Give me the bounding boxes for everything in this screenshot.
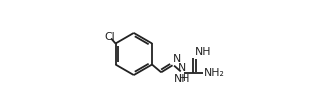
Text: NH: NH (174, 74, 190, 84)
Text: N: N (178, 63, 186, 73)
Text: Cl: Cl (104, 32, 115, 42)
Text: NH: NH (194, 47, 211, 57)
Text: N: N (173, 54, 181, 64)
Text: H: H (178, 74, 185, 83)
Text: NH₂: NH₂ (204, 68, 225, 78)
